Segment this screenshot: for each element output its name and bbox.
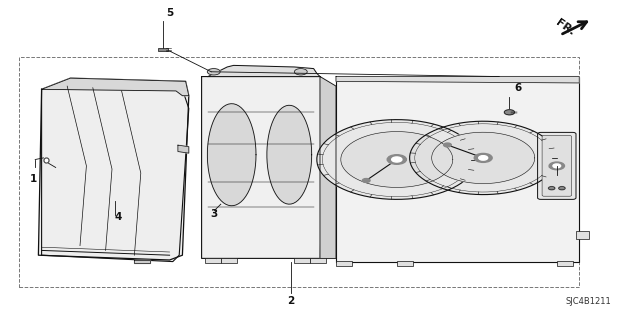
Text: SJC4B1211: SJC4B1211	[566, 297, 611, 306]
Polygon shape	[341, 132, 453, 187]
Circle shape	[474, 153, 492, 162]
Circle shape	[294, 69, 307, 75]
Circle shape	[479, 156, 488, 160]
Circle shape	[548, 187, 555, 190]
Text: 4: 4	[115, 212, 122, 222]
Text: 1: 1	[29, 174, 37, 184]
Polygon shape	[320, 77, 336, 258]
Circle shape	[444, 143, 451, 147]
Polygon shape	[38, 78, 189, 260]
Polygon shape	[208, 65, 320, 77]
Bar	[557, 261, 573, 266]
Text: 3: 3	[211, 209, 218, 219]
Polygon shape	[432, 132, 535, 183]
Bar	[294, 258, 310, 263]
Polygon shape	[317, 120, 477, 199]
FancyBboxPatch shape	[542, 136, 572, 196]
Polygon shape	[178, 145, 189, 153]
Bar	[310, 258, 326, 263]
Circle shape	[549, 162, 564, 170]
Bar	[19, 57, 579, 287]
Text: FR.: FR.	[554, 17, 576, 37]
Text: 2: 2	[287, 296, 295, 307]
Bar	[336, 261, 352, 266]
Bar	[576, 231, 589, 239]
Circle shape	[207, 69, 220, 75]
Circle shape	[392, 157, 402, 162]
Polygon shape	[336, 77, 579, 83]
Polygon shape	[42, 78, 189, 96]
Polygon shape	[42, 86, 189, 262]
Bar	[205, 258, 221, 263]
Bar	[221, 258, 237, 263]
Polygon shape	[410, 121, 557, 195]
Polygon shape	[134, 260, 150, 263]
Polygon shape	[202, 77, 326, 258]
Bar	[158, 48, 168, 51]
Polygon shape	[336, 77, 579, 262]
Polygon shape	[207, 104, 256, 206]
Text: 6: 6	[515, 83, 522, 93]
Bar	[397, 261, 413, 266]
Circle shape	[387, 155, 406, 164]
Text: 5: 5	[166, 8, 173, 18]
Circle shape	[559, 187, 565, 190]
FancyBboxPatch shape	[538, 132, 576, 199]
Circle shape	[553, 164, 561, 168]
Circle shape	[504, 110, 515, 115]
Polygon shape	[267, 105, 312, 204]
Circle shape	[362, 179, 370, 182]
